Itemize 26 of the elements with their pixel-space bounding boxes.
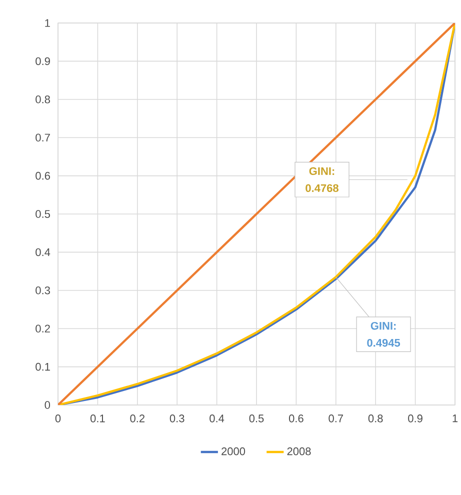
x-tick-label: 0.7 xyxy=(328,414,343,422)
legend-label: 2000 xyxy=(222,447,246,456)
x-tick-label: 0.9 xyxy=(408,414,422,422)
y-tick-label: 0.8 xyxy=(36,96,50,104)
y-tick-label: 0.6 xyxy=(36,172,50,180)
y-tick-label: 0.3 xyxy=(36,286,50,294)
y-tick-label: 0 xyxy=(44,401,50,409)
y-tick-label: 1 xyxy=(45,19,50,27)
x-tick-label: 0.5 xyxy=(249,414,264,422)
y-tick-label: 0.1 xyxy=(36,362,50,371)
y-tick-label: 0.4 xyxy=(36,248,50,256)
x-tick-label: 0.2 xyxy=(130,414,144,422)
y-tick-label: 0.2 xyxy=(36,324,50,332)
legend-label: 2008 xyxy=(287,447,311,456)
x-tick-label: 1 xyxy=(452,414,458,422)
y-tick-label: 0.9 xyxy=(36,57,50,66)
x-tick-label: 0.3 xyxy=(170,414,184,422)
x-tick-label: 0.8 xyxy=(368,414,383,422)
x-tick-label: 0.6 xyxy=(288,414,304,422)
x-tick-label: 0.1 xyxy=(90,414,105,422)
y-tick-label: 0.5 xyxy=(36,210,50,218)
annotation: GINI: 0.4768 xyxy=(306,167,338,192)
annotation: GINI: 0.4945 xyxy=(367,322,400,347)
x-tick-label: 0.4 xyxy=(210,414,224,422)
y-tick-label: 0.7 xyxy=(36,134,50,142)
x-tick-label: 0 xyxy=(55,414,61,422)
